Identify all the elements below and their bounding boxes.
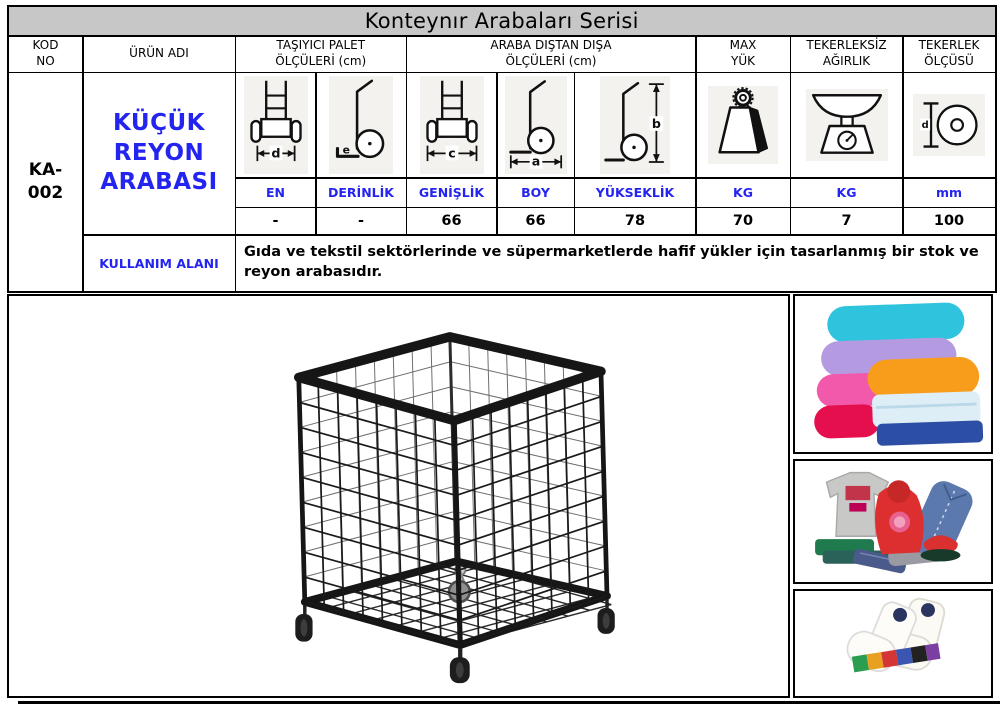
spec-value-agirlik: 7 bbox=[791, 208, 902, 234]
scale-icon bbox=[805, 89, 888, 161]
spec-label-yukseklik: YÜKSEKLİK bbox=[575, 178, 695, 207]
col-header-araba-distan-disa: ARABA DIŞTAN DIŞA ÖLÇÜLERİ (cm) bbox=[407, 36, 695, 72]
icon-cell-max-yuk bbox=[696, 73, 790, 177]
socks-photo bbox=[793, 589, 993, 698]
side-photos-column bbox=[793, 294, 993, 698]
hand-truck-front-icon: d bbox=[243, 76, 308, 174]
hand-truck-front-icon: c bbox=[419, 76, 484, 174]
spec-value-tekerlek: 100 bbox=[903, 208, 995, 234]
col-header-urun-adi: ÜRÜN ADI bbox=[83, 36, 235, 72]
icon-cell-derinlik: e bbox=[316, 73, 406, 177]
spec-value-max-yuk: 70 bbox=[696, 208, 790, 234]
hand-truck-side-height-icon: b bbox=[600, 76, 670, 174]
spec-table: Konteynır Arabaları Serisi KOD NO ÜRÜN A… bbox=[7, 5, 997, 293]
product-name: KÜÇÜK REYON ARABASI bbox=[83, 73, 235, 234]
usage-area-text: Gıda ve tekstil sektörlerinde ve süperma… bbox=[236, 235, 995, 291]
spec-label-mm: mm bbox=[903, 178, 995, 207]
svg-text:e: e bbox=[343, 143, 350, 156]
icon-cell-tekerlek-olcusu: d bbox=[903, 73, 995, 177]
col-header-tekerleksiz-agirlik: TEKERLEKSİZ AĞIRLIK bbox=[791, 36, 902, 72]
page-title: Konteynır Arabaları Serisi bbox=[9, 7, 995, 35]
icon-cell-boy: a bbox=[497, 73, 574, 177]
photo-section bbox=[7, 294, 993, 698]
spec-value-yukseklik: 78 bbox=[575, 208, 695, 234]
svg-text:d: d bbox=[922, 120, 929, 131]
svg-text:b: b bbox=[652, 116, 661, 131]
fabric-rolls-photo bbox=[793, 294, 993, 454]
spec-value-en: - bbox=[236, 208, 315, 234]
spec-value-derinlik: - bbox=[316, 208, 406, 234]
product-code: KA- 002 bbox=[9, 73, 82, 291]
clothing-photo bbox=[793, 459, 993, 584]
hand-truck-side-length-icon: a bbox=[504, 76, 567, 174]
col-header-kod-no: KOD NO bbox=[9, 36, 82, 72]
icon-cell-en: d bbox=[236, 73, 315, 177]
spec-label-genislik: GENİŞLİK bbox=[407, 178, 496, 207]
spec-value-genislik: 66 bbox=[407, 208, 496, 234]
svg-text:a: a bbox=[531, 154, 540, 169]
col-header-tasiyici-palet: TAŞIYICI PALET ÖLÇÜLERİ (cm) bbox=[236, 36, 406, 72]
next-table-edge bbox=[18, 701, 1000, 704]
hand-truck-side-icon: e bbox=[329, 76, 393, 174]
col-header-tekerlek-olcusu: TEKERLEK ÖLÇÜSÜ bbox=[903, 36, 995, 72]
spec-label-en: EN bbox=[236, 178, 315, 207]
spec-label-max-yuk-kg: KG bbox=[696, 178, 790, 207]
spec-label-boy: BOY bbox=[497, 178, 574, 207]
wheel-icon: d bbox=[913, 94, 985, 156]
basket-cart-photo bbox=[7, 294, 790, 698]
spec-value-boy: 66 bbox=[497, 208, 574, 234]
icon-cell-tekerleksiz-agirlik bbox=[791, 73, 902, 177]
icon-cell-genislik: c bbox=[407, 73, 496, 177]
weight-icon bbox=[708, 86, 778, 164]
svg-text:c: c bbox=[448, 146, 456, 161]
spec-label-agirlik-kg: KG bbox=[791, 178, 902, 207]
svg-text:d: d bbox=[271, 146, 280, 161]
col-header-max-yuk: MAX YÜK bbox=[696, 36, 790, 72]
spec-label-derinlik: DERİNLİK bbox=[316, 178, 406, 207]
usage-area-label: KULLANIM ALANI bbox=[83, 235, 235, 291]
icon-cell-yukseklik: b bbox=[575, 73, 695, 177]
